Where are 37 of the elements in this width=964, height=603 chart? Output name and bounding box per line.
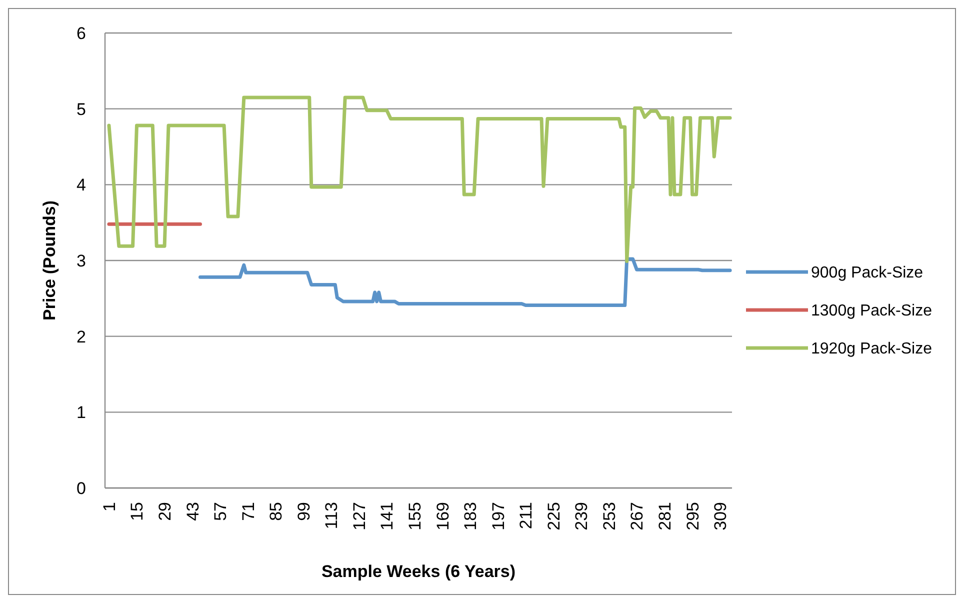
x-tick-label: 71	[238, 502, 258, 521]
x-tick-label: 169	[433, 502, 452, 530]
x-axis-title: Sample Weeks (6 Years)	[321, 562, 516, 581]
y-tick-label: 5	[76, 100, 86, 119]
legend-label: 900g Pack-Size	[811, 264, 924, 282]
x-tick-label: 211	[516, 502, 536, 530]
x-tick-label: 1	[100, 502, 119, 512]
x-tick-label: 225	[544, 502, 564, 530]
legend-label: 1300g Pack-Size	[811, 302, 932, 320]
x-tick-label: 155	[405, 502, 424, 530]
x-tick-label: 295	[683, 502, 702, 530]
line-series	[107, 96, 732, 264]
x-tick-label: 57	[211, 502, 230, 521]
y-tick-label: 1	[76, 403, 86, 422]
x-tick-label: 141	[378, 502, 397, 530]
x-tick-label: 15	[128, 502, 147, 521]
y-axis-title: Price (Pounds)	[40, 200, 59, 320]
x-tick-label: 43	[183, 502, 202, 521]
x-tick-label: 85	[266, 502, 286, 521]
x-tick-label: 99	[294, 502, 314, 521]
legend-label: 1920g Pack-Size	[811, 340, 932, 358]
y-tick-label: 0	[76, 478, 86, 498]
y-tick-label: 2	[76, 327, 86, 346]
x-tick-label: 309	[711, 502, 730, 530]
y-tick-label: 3	[76, 251, 86, 270]
x-tick-label: 253	[600, 502, 619, 530]
x-tick-label: 239	[572, 502, 592, 530]
line-series	[198, 257, 732, 307]
y-tick-label: 4	[76, 176, 86, 195]
y-tick-label: 6	[76, 24, 86, 43]
x-tick-label: 113	[322, 502, 342, 530]
x-tick-label: 197	[488, 502, 508, 530]
x-tick-label: 267	[628, 502, 647, 530]
x-tick-label: 281	[655, 502, 674, 530]
x-tick-label: 183	[461, 502, 480, 530]
x-tick-label: 127	[350, 502, 369, 530]
x-tick-label: 29	[155, 502, 174, 521]
